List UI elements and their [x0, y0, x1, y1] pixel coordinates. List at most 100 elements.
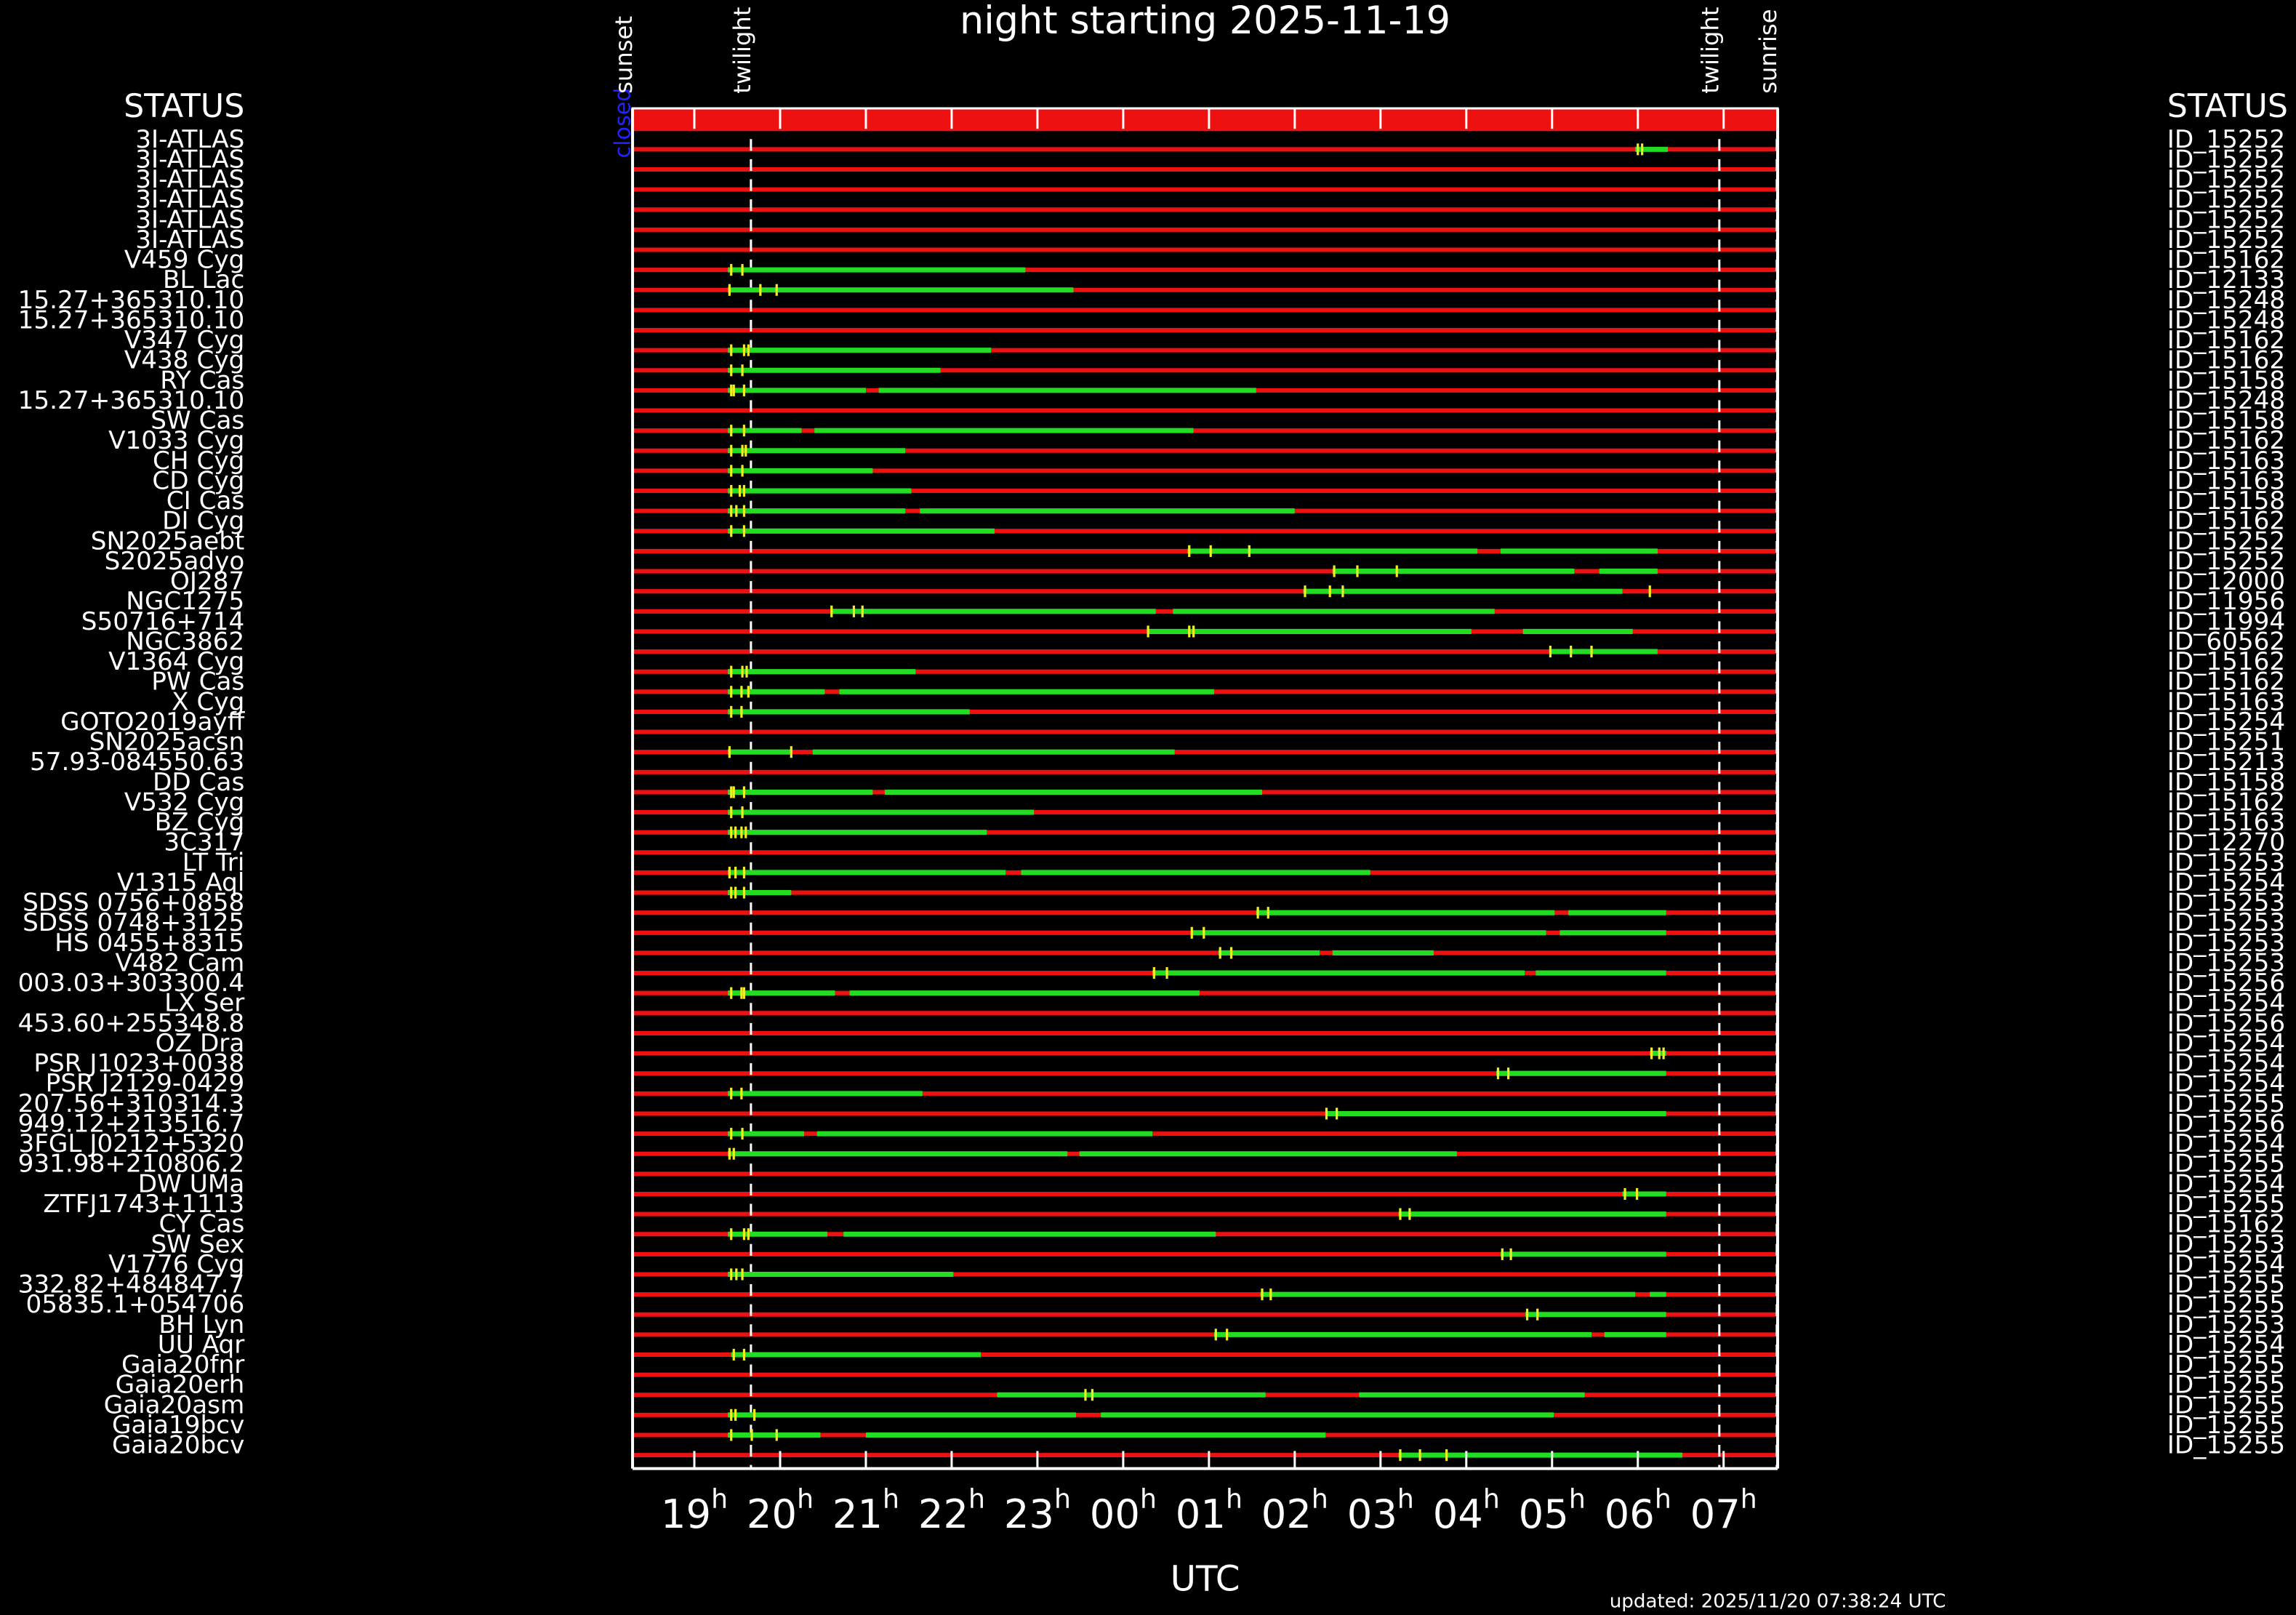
status-strip — [631, 107, 1779, 130]
target-name: 3FGL J0212+5320 — [18, 1129, 244, 1158]
target-name: 15.27+365310.10 — [18, 386, 245, 415]
target-name: 003.03+303300.4 — [18, 969, 245, 998]
target-name: NGC3862 — [126, 627, 244, 656]
target-name: V347 Cyg — [124, 326, 244, 355]
target-id: ID_15252 — [2167, 526, 2285, 556]
target-name: NGC1275 — [126, 587, 244, 616]
target-name: 3I-ATLAS — [135, 205, 244, 234]
target-name: V1776 Cyg — [108, 1250, 244, 1279]
target-name: OJ287 — [170, 567, 244, 596]
target-id: ID_15253 — [2167, 1230, 2285, 1259]
target-id: ID_15254 — [2167, 868, 2285, 897]
x-tick-label: 00h — [1090, 1483, 1157, 1537]
event-label: sunset — [610, 16, 638, 94]
footer: updated: 2025/11/20 07:38:24 UTC — [1610, 1590, 1946, 1612]
target-id: ID_15252 — [2167, 165, 2285, 194]
target-name: PSR J2129-0429 — [46, 1069, 245, 1098]
target-name: ZTFJ1743+1113 — [43, 1190, 244, 1219]
target-name: SW Sex — [150, 1230, 244, 1259]
x-tick-label: 06h — [1605, 1483, 1671, 1537]
target-name: 15.27+365310.10 — [18, 286, 245, 315]
target-name: V532 Cyg — [124, 788, 244, 817]
target-id: ID_15248 — [2167, 386, 2285, 415]
target-name: Gaia20asm — [104, 1390, 245, 1419]
target-id: ID_15248 — [2167, 305, 2285, 334]
x-tick-label: 21h — [832, 1483, 899, 1537]
target-name: 3I-ATLAS — [135, 225, 244, 255]
target-id: ID_15254 — [2167, 1169, 2285, 1198]
target-name: HS 0455+8315 — [55, 929, 244, 958]
target-name: 3I-ATLAS — [135, 165, 244, 194]
target-name: V1364 Cyg — [108, 647, 244, 676]
target-name: DI Cyg — [162, 507, 244, 536]
x-tick-label: 02h — [1261, 1483, 1328, 1537]
target-name: Gaia20fnr — [121, 1350, 245, 1379]
target-name: 57.93-084550.63 — [30, 748, 244, 777]
x-tick-label: 05h — [1519, 1483, 1586, 1537]
target-id: ID_15163 — [2167, 466, 2285, 495]
target-name: 207.56+310314.3 — [18, 1089, 245, 1118]
target-id: ID_15162 — [2167, 246, 2285, 275]
target-id: ID_15254 — [2167, 1250, 2285, 1279]
target-name: 3I-ATLAS — [135, 125, 244, 154]
target-name: CY Cas — [159, 1210, 245, 1239]
target-name: PW Cas — [151, 668, 244, 697]
target-id: ID_15255 — [2167, 1411, 2285, 1440]
target-name: S50716+714 — [81, 607, 245, 636]
target-id: ID_15255 — [2167, 1390, 2285, 1419]
target-id: ID_15162 — [2167, 426, 2285, 455]
target-id: ID_15256 — [2167, 969, 2285, 998]
x-tick-label: 23h — [1004, 1483, 1071, 1537]
target-name: OZ Dra — [156, 1029, 245, 1058]
target-id: ID_15158 — [2167, 406, 2285, 436]
x-tick-label: 07h — [1690, 1483, 1757, 1537]
target-id: ID_15162 — [2167, 788, 2285, 817]
target-name: 3I-ATLAS — [135, 185, 244, 215]
target-id: ID_15256 — [2167, 1009, 2285, 1038]
x-tick-label: 01h — [1176, 1483, 1243, 1537]
target-name: SN2025acsn — [89, 728, 245, 757]
target-name: BZ Cyg — [155, 808, 245, 837]
target-name: V1033 Cyg — [108, 426, 244, 455]
target-name: 05835.1+054706 — [25, 1290, 244, 1319]
target-id: ID_15256 — [2167, 1110, 2285, 1139]
target-id: ID_11956 — [2167, 587, 2285, 616]
event-label: twilight — [728, 7, 756, 94]
target-id: ID_15254 — [2167, 1129, 2285, 1158]
x-axis-label: UTC — [1171, 1559, 1240, 1600]
target-id: ID_15255 — [2167, 1350, 2285, 1379]
x-tick-label: 20h — [747, 1483, 814, 1537]
target-id: ID_12270 — [2167, 828, 2285, 857]
target-id: ID_12000 — [2167, 567, 2285, 596]
x-tick-label: 22h — [918, 1483, 985, 1537]
target-name: X Cyg — [172, 687, 244, 716]
target-id: ID_15252 — [2167, 205, 2285, 234]
target-name: CH Cyg — [153, 446, 244, 476]
target-id: ID_15255 — [2167, 1371, 2285, 1400]
target-id: ID_15253 — [2167, 929, 2285, 958]
target-id: ID_15252 — [2167, 225, 2285, 255]
x-tick-label: 04h — [1433, 1483, 1500, 1537]
target-id: ID_15162 — [2167, 647, 2285, 676]
target-name: Gaia19bcv — [112, 1411, 244, 1440]
target-name: DW UMa — [138, 1169, 245, 1198]
target-id: ID_15252 — [2167, 145, 2285, 174]
target-id: ID_15253 — [2167, 1310, 2285, 1339]
target-id: ID_15251 — [2167, 728, 2285, 757]
target-name: SN2025aebt — [91, 526, 245, 556]
target-name: CI Cas — [166, 486, 245, 516]
target-id: ID_15254 — [2167, 1330, 2285, 1359]
target-name: CD Cyg — [152, 466, 244, 495]
target-name: 15.27+365310.10 — [18, 305, 245, 334]
target-id: ID_15255 — [2167, 1270, 2285, 1299]
target-id: ID_15248 — [2167, 286, 2285, 315]
target-name: V482 Cam — [116, 948, 245, 977]
target-name: GOTO2019ayff — [60, 708, 246, 737]
target-id: ID_15213 — [2167, 748, 2285, 777]
target-id: ID_15253 — [2167, 848, 2285, 877]
target-name: SDSS 0748+3125 — [23, 908, 244, 937]
event-label: sunrise — [1754, 9, 1782, 93]
target-id: ID_60562 — [2167, 627, 2285, 656]
target-name: S2025adyo — [105, 547, 245, 576]
